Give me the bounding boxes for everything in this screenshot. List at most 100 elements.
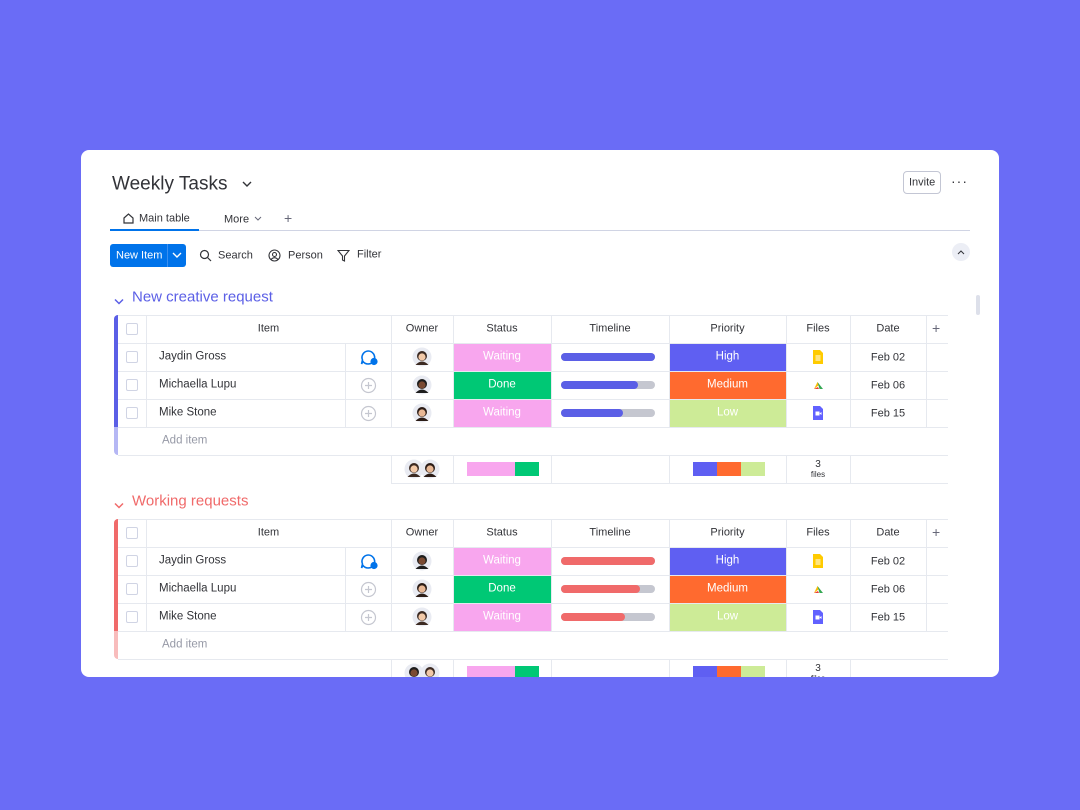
file-icon bbox=[811, 377, 825, 393]
cell-border bbox=[453, 455, 454, 483]
item-name[interactable]: Mike Stone bbox=[159, 406, 217, 419]
priority-cell[interactable] bbox=[670, 576, 786, 603]
status-cell[interactable] bbox=[454, 344, 551, 371]
summary-segment bbox=[467, 462, 515, 476]
more-dots[interactable]: ··· bbox=[951, 173, 968, 189]
button-chevron[interactable] bbox=[172, 252, 182, 259]
item-name[interactable]: Michaella Lupu bbox=[159, 582, 237, 595]
status-cell[interactable] bbox=[454, 604, 551, 631]
item-name[interactable]: Jaydin Gross bbox=[159, 350, 227, 363]
cell-border bbox=[850, 371, 851, 399]
item-name[interactable]: Mike Stone bbox=[159, 610, 217, 623]
cell-border bbox=[453, 547, 454, 575]
tab[interactable]: Main table bbox=[139, 212, 190, 225]
status-cell[interactable] bbox=[454, 400, 551, 427]
row-checkbox[interactable] bbox=[126, 555, 138, 567]
tab[interactable]: More bbox=[224, 213, 250, 226]
header-checkbox[interactable] bbox=[126, 323, 138, 335]
filter-label[interactable]: Filter bbox=[357, 248, 382, 261]
invite-label[interactable]: Invite bbox=[909, 176, 936, 189]
priority-cell[interactable] bbox=[670, 604, 786, 631]
status-cell[interactable] bbox=[454, 372, 551, 399]
column-header: Timeline bbox=[589, 526, 631, 539]
add-update-icon bbox=[360, 581, 377, 598]
cell-border bbox=[786, 455, 787, 483]
row-checkbox[interactable] bbox=[126, 583, 138, 595]
priority-cell[interactable] bbox=[670, 372, 786, 399]
file-icon bbox=[811, 609, 825, 625]
row-checkbox[interactable] bbox=[126, 379, 138, 391]
cell-border bbox=[669, 399, 670, 427]
group-chevron bbox=[114, 293, 124, 305]
new-item-label[interactable]: New Item bbox=[116, 249, 163, 262]
status-cell[interactable] bbox=[454, 576, 551, 603]
priority-label: Medium bbox=[707, 378, 748, 391]
add-column[interactable]: + bbox=[932, 320, 941, 336]
cell-border bbox=[345, 575, 346, 603]
cell-border bbox=[850, 547, 851, 575]
row-checkbox[interactable] bbox=[126, 407, 138, 419]
priority-cell[interactable] bbox=[670, 400, 786, 427]
row-checkbox[interactable] bbox=[126, 611, 138, 623]
cell-border bbox=[551, 547, 552, 575]
file-icon bbox=[811, 553, 825, 569]
add-tab[interactable]: + bbox=[284, 210, 293, 226]
cell-border bbox=[146, 343, 147, 371]
cell-border bbox=[786, 315, 787, 343]
cell-border bbox=[926, 343, 927, 371]
add-update-icon bbox=[360, 377, 377, 394]
cell-border bbox=[850, 519, 851, 547]
priority-cell[interactable] bbox=[670, 548, 786, 575]
invite-button[interactable] bbox=[903, 171, 941, 194]
row-border bbox=[391, 483, 948, 484]
add-item[interactable]: Add item bbox=[162, 638, 208, 651]
cell-border bbox=[146, 399, 147, 427]
title-chevron[interactable] bbox=[241, 179, 253, 189]
status-cell[interactable] bbox=[454, 548, 551, 575]
add-item[interactable]: Add item bbox=[162, 434, 208, 447]
add-column[interactable]: + bbox=[932, 524, 941, 540]
cell-border bbox=[453, 399, 454, 427]
group-color-bar-faded bbox=[114, 631, 118, 659]
search-label[interactable]: Search bbox=[218, 249, 253, 262]
date: Feb 02 bbox=[870, 555, 906, 568]
cell-border bbox=[146, 603, 147, 631]
column-header: Priority bbox=[710, 322, 745, 335]
row-border bbox=[118, 519, 948, 520]
files-count: 3 bbox=[815, 663, 821, 674]
board-card: Weekly Tasks Invite ··· Main table More … bbox=[81, 150, 999, 677]
cell-border bbox=[345, 343, 346, 371]
board-title: Weekly Tasks bbox=[112, 173, 228, 195]
cell-border bbox=[669, 455, 670, 483]
status-label: Waiting bbox=[483, 610, 521, 623]
row-checkbox[interactable] bbox=[126, 351, 138, 363]
row-border bbox=[118, 575, 948, 576]
cell-border bbox=[551, 659, 552, 677]
cell-border bbox=[391, 371, 392, 399]
group-title[interactable]: New creative request bbox=[132, 288, 273, 306]
item-name[interactable]: Michaella Lupu bbox=[159, 378, 237, 391]
group-title[interactable]: Working requests bbox=[132, 492, 249, 510]
cell-border bbox=[391, 399, 392, 427]
timeline-fill bbox=[561, 409, 624, 417]
row-border bbox=[118, 315, 948, 316]
cell-border bbox=[786, 519, 787, 547]
cell-border bbox=[926, 547, 927, 575]
owner-avatar bbox=[412, 551, 432, 571]
files-label: files bbox=[810, 470, 826, 479]
column-header: Item bbox=[257, 322, 280, 335]
item-name[interactable]: Jaydin Gross bbox=[159, 554, 227, 567]
button-split bbox=[167, 244, 168, 267]
collapse-button[interactable] bbox=[952, 243, 970, 261]
cell-border bbox=[850, 659, 851, 677]
row-border bbox=[118, 343, 948, 344]
header-checkbox[interactable] bbox=[126, 527, 138, 539]
person-label[interactable]: Person bbox=[288, 249, 323, 262]
cell-border bbox=[551, 343, 552, 371]
cell-border bbox=[453, 315, 454, 343]
owner-avatar bbox=[412, 375, 432, 395]
group-color-bar-faded bbox=[114, 427, 118, 455]
priority-cell[interactable] bbox=[670, 344, 786, 371]
scrollbar bbox=[976, 295, 980, 315]
cell-border bbox=[146, 519, 147, 547]
